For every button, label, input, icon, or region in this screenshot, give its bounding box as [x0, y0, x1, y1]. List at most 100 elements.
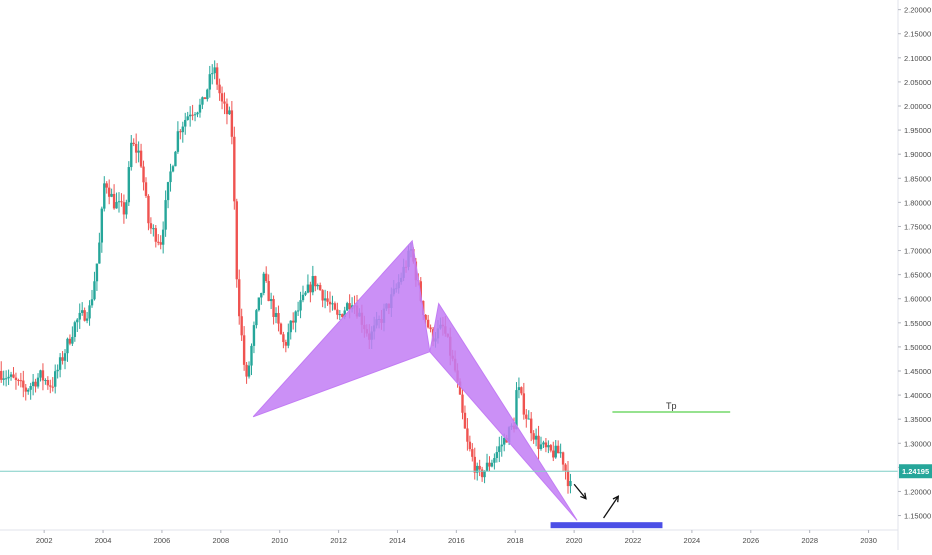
candle	[284, 339, 288, 353]
candle	[179, 129, 182, 140]
candle	[31, 374, 35, 396]
candle	[490, 459, 494, 468]
candle-body	[24, 387, 27, 392]
x-tick-label: 2004	[95, 536, 112, 545]
candle	[157, 234, 160, 246]
candle	[22, 370, 25, 398]
candle-body	[331, 303, 334, 305]
candle-body	[255, 310, 258, 326]
candle-body	[272, 299, 275, 317]
candle	[338, 310, 342, 320]
candle-body	[468, 441, 472, 450]
candles-layer	[0, 60, 572, 494]
candle-body	[277, 313, 280, 324]
candle-body	[498, 446, 501, 453]
x-tick-label: 2020	[566, 536, 583, 545]
candle-body	[139, 150, 143, 167]
candle-body	[461, 394, 464, 413]
candle-body	[515, 390, 518, 430]
target-line-label: Tp	[666, 401, 677, 411]
candle-body	[9, 374, 13, 377]
candle-body	[56, 369, 59, 372]
candle-body	[208, 74, 211, 90]
candle	[142, 160, 145, 191]
candle-body	[345, 303, 349, 311]
candle	[196, 111, 199, 118]
candle-body	[125, 202, 128, 215]
candle-body	[301, 294, 305, 301]
candle-body	[218, 84, 221, 94]
candle	[12, 367, 15, 379]
candle	[252, 321, 256, 354]
candle-body	[95, 263, 99, 282]
candle-body	[549, 445, 553, 451]
candle-body	[424, 314, 427, 320]
candle	[83, 307, 86, 322]
candle	[58, 353, 62, 378]
candle-body	[238, 279, 241, 317]
candle-body	[503, 437, 506, 445]
candle	[326, 290, 329, 306]
candle-body	[495, 452, 499, 459]
candle	[154, 224, 158, 248]
candle	[257, 297, 261, 312]
candle	[235, 198, 238, 288]
candle-body	[556, 445, 560, 454]
candle	[147, 194, 150, 231]
candle-body	[154, 228, 158, 242]
candle-body	[36, 377, 40, 387]
candle	[122, 194, 126, 224]
candle	[208, 65, 211, 98]
x-tick-label: 2002	[36, 536, 53, 545]
candle-body	[527, 418, 530, 420]
candle-body	[179, 131, 182, 133]
candle	[78, 303, 81, 329]
candle	[539, 436, 543, 451]
y-tick-label: 1.50000	[904, 343, 931, 352]
candle	[527, 410, 530, 420]
candle-body	[225, 103, 229, 115]
candle	[63, 349, 67, 370]
candle-body	[206, 89, 209, 100]
candle	[73, 320, 77, 342]
candle	[66, 337, 69, 362]
candle	[493, 453, 496, 470]
pattern-xab-triangle	[252, 239, 431, 418]
candle-body	[132, 142, 135, 144]
candle-body	[478, 465, 481, 470]
candle-body	[289, 320, 292, 333]
candle-body	[520, 387, 523, 394]
candle-body	[181, 126, 184, 133]
candle	[265, 266, 268, 283]
candle	[542, 440, 545, 449]
pattern-bcd-triangle	[429, 302, 578, 521]
candle-body	[274, 313, 278, 317]
candle	[480, 466, 484, 482]
candle-body	[63, 353, 67, 361]
annotations-layer: Tp	[0, 401, 898, 529]
candle	[117, 192, 121, 213]
candle-body	[260, 292, 263, 298]
candle-body	[220, 93, 224, 102]
candle-body	[27, 389, 30, 392]
candle	[7, 369, 10, 386]
candle	[171, 164, 175, 173]
candle-body	[149, 223, 153, 229]
harmonic-pattern	[252, 239, 578, 521]
candle-body	[473, 456, 476, 473]
candle-body	[66, 338, 69, 354]
candle	[112, 184, 116, 210]
y-tick-label: 1.30000	[904, 439, 931, 448]
candle-body	[169, 171, 172, 183]
candle-body	[186, 116, 189, 120]
candle-body	[228, 110, 231, 115]
candle-body	[115, 202, 118, 209]
candle	[341, 313, 344, 318]
candle-body	[157, 241, 160, 243]
candle-body	[559, 452, 562, 454]
candle-body	[291, 320, 295, 323]
candle-body	[463, 412, 467, 429]
candle-body	[542, 442, 545, 445]
candle	[483, 470, 486, 484]
candle	[277, 305, 280, 332]
